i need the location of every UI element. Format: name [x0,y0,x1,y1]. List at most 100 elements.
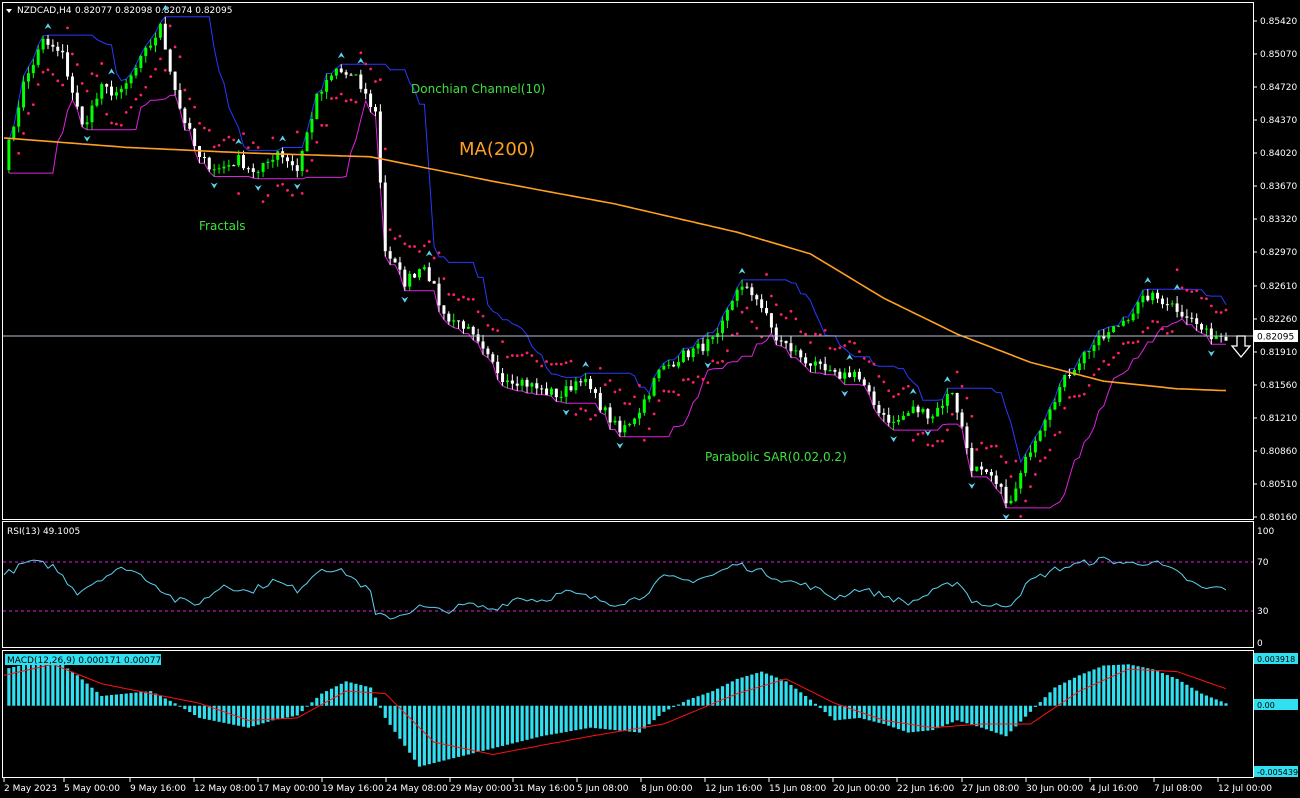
price-tick-label: 0.81560 [1260,381,1297,391]
price-tick-label: 0.82970 [1260,248,1297,258]
fractal-down-icon [1002,513,1010,520]
sar-dot [1136,340,1140,343]
candle-body [1024,456,1028,473]
price-tick-label: 0.83670 [1260,182,1297,192]
candle-body [564,386,568,397]
macd-bar [403,705,407,746]
fractal-down-icon [83,135,91,142]
sar-dot [364,62,368,66]
macd-bar [271,705,275,721]
candle-body [940,405,944,408]
macd-bar [163,698,167,706]
sar-dot [198,121,201,125]
candle-body [1136,302,1140,314]
candle-body [1209,328,1213,340]
macd-bar [12,666,16,706]
fractal-down-icon [890,436,898,443]
sar-dot [247,146,250,150]
time-tick-label: 30 Jun 00:00 [1026,784,1083,794]
macd-tick-zero: 0.00 [1257,701,1275,710]
candle-body [535,383,539,389]
candle-body [1072,370,1076,376]
sar-dot [672,390,676,394]
macd-bar [178,705,182,707]
macd-bar [975,705,979,727]
macd-bar [153,693,158,706]
macd-bar [383,705,387,718]
macd-bar [794,688,798,706]
sar-dot [623,401,627,405]
candle-body [569,386,573,391]
macd-bar [1014,705,1018,727]
candle-body [730,300,734,310]
macd-bar [711,691,715,706]
sar-dot [237,192,241,195]
macd-bar [1204,695,1209,706]
macd-bar [750,674,754,706]
candle-body [765,308,769,314]
macd-bar [408,705,412,753]
time-tick-label: 2 May 2023 [4,784,57,794]
fractal-up-icon [279,135,287,142]
macd-bar [852,705,857,719]
candle-body [7,139,11,170]
sar-dot [442,277,446,281]
chevron-down-icon[interactable] [6,9,12,13]
candle-body [706,339,710,352]
sar-dot [325,123,329,127]
macd-bar [447,705,451,760]
candle-body [672,364,676,367]
time-tick-label: 12 Jun 16:00 [705,784,762,794]
macd-bar [46,659,50,706]
candle-body [681,350,685,363]
macd-bar [764,673,769,706]
macd-bar [623,705,627,732]
sar-dot [466,297,470,301]
candle-body [813,361,817,366]
macd-bar [202,705,207,719]
candle-body [1116,325,1120,327]
macd-bar [701,694,705,706]
candle-body [486,348,490,355]
candle-body [334,68,338,76]
candle-body [1204,328,1208,330]
macd-bar [481,705,485,751]
candle-body [26,73,30,82]
sar-dot [848,340,852,344]
candle-body [618,420,622,433]
sar-dot [1121,342,1125,346]
sar-dot [452,293,456,297]
macd-bar [241,705,246,727]
macd-bar [349,682,353,706]
macd-bar [193,705,197,715]
macd-bar [432,705,436,763]
macd-bar [310,702,314,706]
price-tick-label: 0.80160 [1260,513,1297,523]
candle-body [882,413,886,415]
macd-bar [613,705,617,731]
candle-body [481,341,485,349]
macd-bar [222,705,226,723]
macd-bar [1146,668,1150,706]
candle-body [442,305,446,314]
macd-bar [1009,705,1013,732]
sar-dot [85,89,89,93]
current-price-text: 0.82095 [1257,333,1294,343]
macd-bar [970,705,974,725]
candle-body [100,84,104,99]
candle-body [178,90,182,109]
candle-body [921,409,925,413]
price-tick-label: 0.82260 [1260,315,1297,325]
sar-dot [1205,297,1208,301]
candle-body [501,373,505,383]
sar-dot [696,375,700,379]
price-axis: 0.85420 0.85070 0.84720 0.84370 0.84020 0.836… [1253,17,1297,523]
macd-bar [989,705,993,732]
macd-bar [373,697,378,706]
sar-dot [706,381,710,385]
sar-dot [1043,456,1047,460]
macd-bar [672,705,676,707]
time-tick-label: 29 May 00:00 [450,784,512,794]
sar-dot [481,314,485,318]
